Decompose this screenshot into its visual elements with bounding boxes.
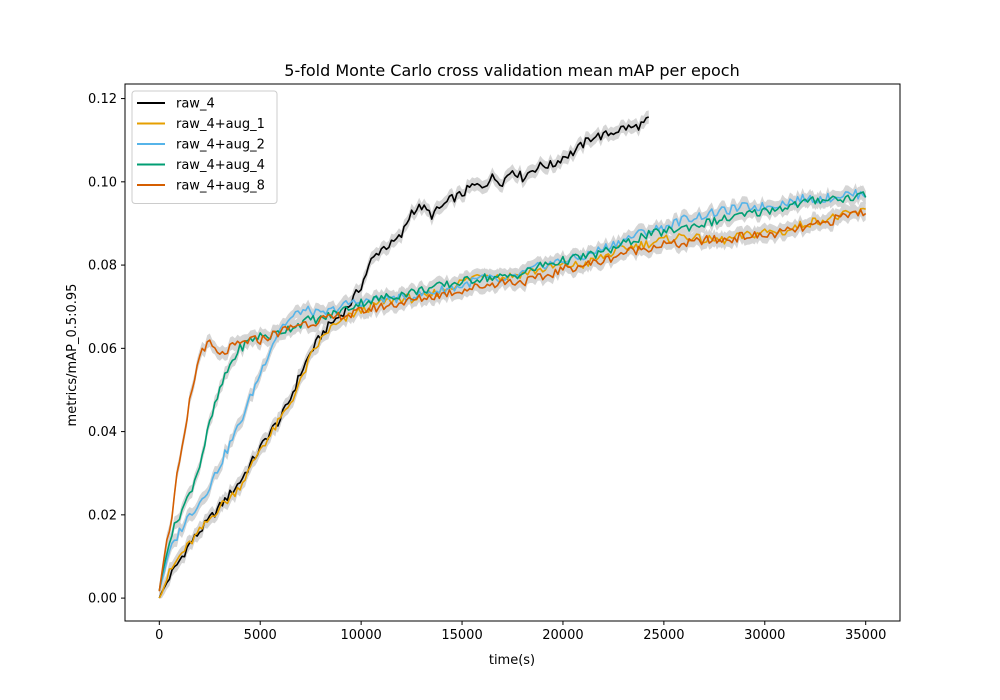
- legend-box: [131, 90, 278, 204]
- y-tick-label: 0.08: [88, 259, 117, 274]
- x-tick-label: 15000: [441, 628, 482, 643]
- series-band-raw_4+aug_1: [159, 201, 866, 599]
- plot-frame: [124, 83, 901, 622]
- y-tick-label: 0.04: [88, 425, 117, 440]
- series-line-raw_4+aug_2: [158, 189, 867, 591]
- x-axis-label: time(s): [489, 653, 535, 668]
- series-band-raw_4+aug_2: [159, 183, 866, 598]
- series-line-raw_4+aug_1: [158, 207, 866, 599]
- series-line-raw_4+aug_4: [158, 191, 867, 591]
- legend-entry: raw_4+aug_1: [176, 117, 265, 132]
- x-tick-label: 20000: [542, 628, 583, 643]
- y-tick-label: 0.12: [88, 92, 117, 107]
- confidence-bands: [159, 110, 866, 599]
- y-axis-ticks: 0.00 0.02 0.04 0.06 0.08 0.10 0.12: [88, 92, 125, 607]
- legend: raw_4 raw_4+aug_1 raw_4+aug_2 raw_4+aug_4ra…: [131, 90, 278, 204]
- y-tick-label: 0.06: [88, 342, 117, 357]
- x-tick-label: 30000: [744, 628, 785, 643]
- series-lines: [158, 116, 867, 599]
- series-line-raw_4: [158, 116, 649, 599]
- y-tick-label: 0.02: [88, 508, 117, 523]
- x-tick-label: 5000: [244, 628, 277, 643]
- legend-entry: raw_4+aug_2: [176, 138, 265, 153]
- y-axis-label: metrics/mAP_0.5:0.95: [65, 284, 80, 427]
- series-band-raw_4+aug_8: [159, 202, 866, 598]
- x-axis-ticks: 0 5000 10000 15000 20000 25000 30000 35000: [155, 621, 886, 643]
- x-tick-label: 35000: [845, 628, 886, 643]
- series-band-raw_4+aug_4: [159, 185, 866, 598]
- x-tick-label: 0: [155, 628, 163, 643]
- x-tick-label: 10000: [340, 628, 381, 643]
- legend-entry: raw_4+aug_4: [176, 158, 265, 173]
- legend-entry: raw_4+aug_8: [176, 179, 265, 194]
- chart-title: 5-fold Monte Carlo cross validation mean…: [284, 61, 739, 80]
- y-tick-label: 0.10: [88, 175, 117, 190]
- x-tick-label: 25000: [643, 628, 684, 643]
- series-line-raw_4+aug_8: [158, 208, 867, 592]
- y-tick-label: 0.00: [88, 592, 117, 607]
- legend-entry: raw_4: [176, 97, 215, 112]
